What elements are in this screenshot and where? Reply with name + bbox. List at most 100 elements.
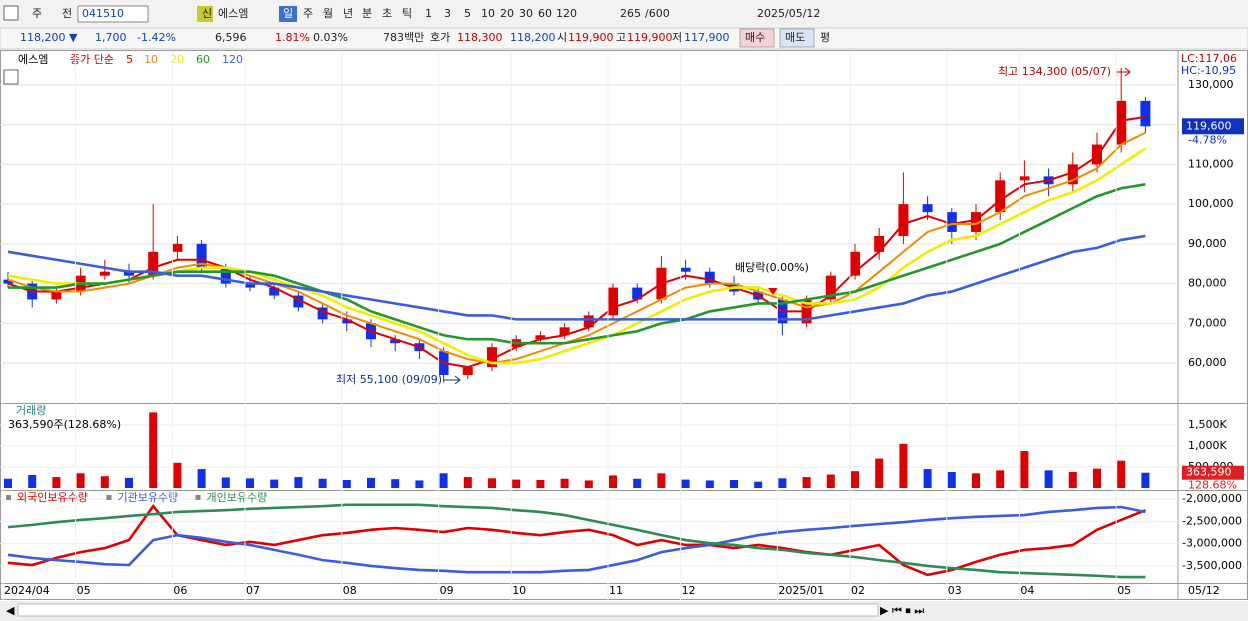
candle-body	[317, 307, 328, 320]
legend-entry: 60	[196, 53, 210, 66]
quote-item: 1,700	[95, 31, 127, 44]
volume-bar	[1141, 472, 1150, 488]
toolbar-item[interactable]: 60	[538, 7, 552, 20]
volume-bar	[1020, 451, 1029, 488]
volume-bar	[318, 478, 327, 488]
volume-subtitle: 363,590주(128.68%)	[8, 418, 121, 431]
legend-entry: 120	[222, 53, 243, 66]
toolbar-item[interactable]: 3	[444, 7, 451, 20]
toolbar-item[interactable]: 신	[202, 7, 212, 20]
volume-bar	[488, 478, 496, 488]
volume-bar	[1117, 460, 1126, 488]
scroll-left[interactable]: ◀	[6, 604, 15, 617]
candle-body	[1019, 176, 1030, 181]
toolbar-item[interactable]: 265	[620, 7, 641, 20]
volume-bar	[439, 473, 448, 488]
toolbar-item[interactable]: 120	[556, 7, 577, 20]
quote-item: -1.42%	[137, 31, 176, 44]
volume-bar	[923, 469, 932, 488]
volume-bar	[463, 477, 472, 488]
toolbar-item[interactable]: 1	[425, 7, 432, 20]
legend-swatch	[6, 495, 11, 500]
quote-item: 118,300	[457, 31, 503, 44]
buy-button[interactable]	[739, 28, 775, 48]
panel-icon[interactable]	[3, 69, 19, 85]
volume-bar	[52, 477, 61, 488]
candle-body	[220, 267, 231, 284]
toolbar-item[interactable]: 주	[32, 7, 42, 20]
selected-period	[279, 6, 297, 22]
code-box[interactable]	[77, 5, 149, 23]
y-tick-label: 1,000K	[1188, 439, 1227, 452]
volume-bar	[100, 476, 109, 488]
scroll-controls[interactable]: ▶ ⏮ ⏹ ⏭	[880, 604, 924, 617]
toolbar-item[interactable]: /600	[645, 7, 670, 20]
toolbar-item[interactable]: 초	[382, 7, 392, 20]
volume-bar	[730, 480, 738, 488]
candle-body	[487, 347, 497, 368]
candle-body	[704, 271, 715, 284]
candle-body	[1067, 164, 1078, 185]
toolbar-item[interactable]: 틱	[402, 7, 412, 20]
toolbar-item[interactable]: 2025/05/12	[757, 7, 820, 20]
dividend-marker	[768, 288, 778, 295]
x-tick-label: 02	[851, 584, 865, 597]
quote-item[interactable]: 평	[820, 31, 830, 44]
candle-body	[3, 279, 13, 284]
sell-button[interactable]	[779, 28, 815, 48]
quote-item[interactable]: 매수	[745, 31, 765, 44]
legend-swatch	[195, 495, 201, 500]
quote-item: 고	[616, 31, 626, 44]
candle-body	[535, 335, 546, 340]
holding-line	[7, 503, 1146, 579]
candle-body	[196, 243, 207, 268]
holding-line	[7, 505, 1146, 574]
y-tick-label: 110,000	[1188, 157, 1234, 170]
hc-label: HC:-10,95	[1181, 64, 1236, 77]
toolbar-item[interactable]: 월	[323, 7, 333, 20]
toolbar-item[interactable]: 10	[481, 7, 495, 20]
menu-icon[interactable]	[3, 5, 19, 21]
volume-bar	[705, 480, 714, 488]
y-tick-label: 1,500K	[1188, 418, 1227, 431]
candle-body	[850, 251, 860, 276]
toolbar-item[interactable]: 20	[500, 7, 514, 20]
y-tick-label: -3,000,000	[1182, 537, 1242, 550]
candle-body	[995, 180, 1006, 213]
volume-bar	[415, 480, 424, 488]
candle-body	[245, 283, 255, 288]
toolbar-item[interactable]: 분	[362, 7, 372, 20]
toolbar-item[interactable]: 년	[343, 7, 353, 20]
x-tick-label: 10	[512, 584, 526, 597]
volume-bar	[802, 477, 811, 488]
x-end-label: 05/12	[1188, 584, 1220, 597]
x-tick-label: 07	[246, 584, 260, 597]
quote-item: 117,900	[684, 31, 730, 44]
toolbar-item[interactable]: 5	[464, 7, 471, 20]
volume-bar	[996, 470, 1005, 488]
current-price-label: 119,600	[1186, 119, 1232, 132]
toolbar-item[interactable]: 30	[519, 7, 533, 20]
volume-bar	[1093, 468, 1101, 488]
ma-line	[8, 183, 1146, 345]
toolbar-item[interactable]: 041510	[82, 7, 124, 20]
candle-body	[559, 327, 570, 336]
toolbar-item[interactable]: 전	[62, 7, 72, 20]
quote-item[interactable]: 매도	[785, 31, 805, 44]
legend-entry: 기관보유수량	[118, 491, 179, 504]
legend-swatch	[106, 495, 112, 500]
volume-bar	[76, 473, 85, 488]
candle-body	[922, 204, 933, 213]
quote-item: 호가	[430, 31, 450, 44]
volume-bar	[584, 480, 593, 488]
y-tick-label: 60,000	[1188, 356, 1227, 369]
x-tick-label: 09	[440, 584, 454, 597]
volume-bar	[754, 481, 763, 488]
scroll-thumb[interactable]	[17, 603, 879, 617]
quote-item: 0.03%	[313, 31, 348, 44]
toolbar-item[interactable]: 에스엠	[218, 7, 248, 20]
y-tick-label: -2,000,000	[1182, 492, 1242, 505]
toolbar-item[interactable]: 일	[283, 6, 293, 20]
toolbar-item[interactable]: 주	[303, 7, 313, 20]
